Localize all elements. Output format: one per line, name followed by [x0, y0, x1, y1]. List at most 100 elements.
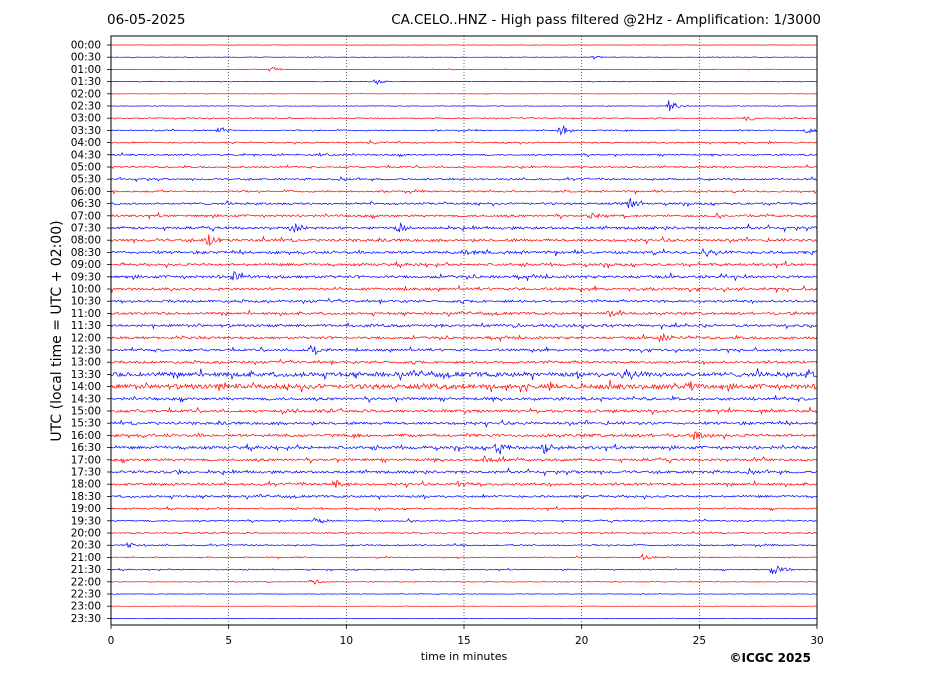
row-label-0030: 00:30 [71, 52, 101, 64]
trace-0000 [110, 44, 817, 46]
row-label-1900: 19:00 [71, 503, 101, 515]
trace-1330 [110, 368, 818, 381]
row-label-2130: 21:30 [71, 564, 101, 576]
row-label-1800: 18:00 [71, 479, 101, 491]
trace-0700 [110, 211, 818, 220]
trace-0200 [110, 93, 817, 95]
row-label-0730: 07:30 [71, 223, 101, 235]
row-label-0330: 03:30 [71, 125, 101, 137]
row-label-1530: 15:30 [71, 418, 101, 430]
trace-2030 [110, 542, 818, 549]
row-label-0400: 04:00 [71, 137, 101, 149]
row-label-1630: 16:30 [71, 442, 101, 454]
x-tick-label-30: 30 [810, 635, 823, 647]
trace-1600 [110, 431, 818, 440]
row-label-2000: 20:00 [71, 528, 101, 540]
trace-group [110, 44, 818, 620]
trace-1230 [110, 344, 818, 356]
row-label-group: 00:0000:3001:0001:3002:0002:3003:0003:30… [71, 40, 111, 625]
grid-lines [228, 36, 700, 625]
trace-0100 [110, 66, 817, 72]
row-label-1400: 14:00 [71, 381, 101, 393]
trace-0500 [110, 164, 818, 170]
row-label-1000: 10:00 [71, 284, 101, 296]
row-label-1700: 17:00 [71, 454, 101, 466]
row-label-1130: 11:30 [71, 320, 101, 332]
row-label-0930: 09:30 [71, 271, 101, 283]
row-label-1200: 12:00 [71, 332, 101, 344]
row-label-1100: 11:00 [71, 308, 101, 320]
row-label-1300: 13:00 [71, 357, 101, 369]
trace-0900 [110, 260, 818, 270]
row-label-0500: 05:00 [71, 162, 101, 174]
trace-2230 [111, 592, 818, 596]
trace-2330 [110, 617, 818, 620]
x-tick-label-5: 5 [225, 635, 232, 647]
copyright-label: ©ICGC 2025 [729, 651, 811, 665]
x-tick-label-15: 15 [457, 635, 470, 647]
row-label-1430: 14:30 [71, 393, 101, 405]
row-label-0230: 02:30 [71, 101, 101, 113]
row-label-1730: 17:30 [71, 467, 101, 479]
trace-1530 [110, 418, 818, 428]
trace-1030 [110, 297, 818, 305]
trace-0930 [110, 271, 818, 282]
row-label-1030: 10:30 [71, 296, 101, 308]
trace-1300 [110, 358, 818, 366]
trace-0430 [110, 151, 818, 158]
chart-title: CA.CELO..HNZ - High pass filtered @2Hz -… [391, 12, 821, 28]
trace-0130 [110, 79, 817, 86]
row-label-1230: 12:30 [71, 345, 101, 357]
trace-2130 [110, 565, 818, 575]
row-label-0430: 04:30 [71, 149, 101, 161]
row-label-0100: 01:00 [71, 64, 101, 76]
row-label-0900: 09:00 [71, 259, 101, 271]
row-label-2300: 23:00 [71, 601, 101, 613]
trace-1700 [110, 455, 818, 464]
row-label-0830: 08:30 [71, 247, 101, 259]
row-label-0600: 06:00 [71, 186, 101, 198]
row-label-0200: 02:00 [71, 88, 101, 100]
trace-1630 [110, 443, 818, 455]
trace-1130 [110, 321, 818, 331]
row-label-0130: 01:30 [71, 76, 101, 88]
row-label-2230: 22:30 [71, 589, 101, 601]
trace-2300 [110, 605, 818, 607]
row-label-0300: 03:00 [71, 113, 101, 125]
trace-1400 [110, 379, 818, 393]
trace-0800 [110, 234, 818, 247]
trace-0400 [110, 139, 818, 145]
trace-0300 [110, 116, 818, 122]
trace-0530 [110, 176, 818, 183]
trace-2100 [110, 553, 818, 561]
trace-0030 [110, 55, 817, 60]
trace-0330 [110, 125, 818, 136]
row-label-0800: 08:00 [71, 235, 101, 247]
row-label-2030: 20:30 [71, 540, 101, 552]
x-axis-label: time in minutes [420, 650, 508, 663]
row-label-0000: 00:00 [71, 40, 101, 52]
trace-2000 [110, 530, 818, 536]
row-label-2100: 21:00 [71, 552, 101, 564]
trace-0230 [111, 100, 818, 112]
x-tick-label-10: 10 [340, 635, 353, 647]
trace-1900 [110, 505, 818, 512]
trace-0630 [110, 198, 818, 209]
row-label-0530: 05:30 [71, 174, 101, 186]
trace-0600 [110, 188, 818, 195]
row-label-1330: 13:30 [71, 369, 101, 381]
trace-1930 [110, 517, 818, 524]
x-tick-label-25: 25 [693, 635, 706, 647]
row-label-2330: 23:30 [71, 613, 101, 625]
trace-1200 [110, 332, 818, 343]
row-label-1500: 15:00 [71, 406, 101, 418]
trace-1500 [110, 406, 818, 416]
x-tick-label-20: 20 [575, 635, 588, 647]
trace-1800 [110, 479, 818, 489]
trace-1100 [110, 309, 818, 318]
trace-1430 [110, 394, 818, 404]
x-axis-ticks: 0 5 10 15 20 25 30 [108, 625, 824, 647]
row-label-1600: 16:00 [71, 430, 101, 442]
trace-2200 [110, 579, 818, 585]
